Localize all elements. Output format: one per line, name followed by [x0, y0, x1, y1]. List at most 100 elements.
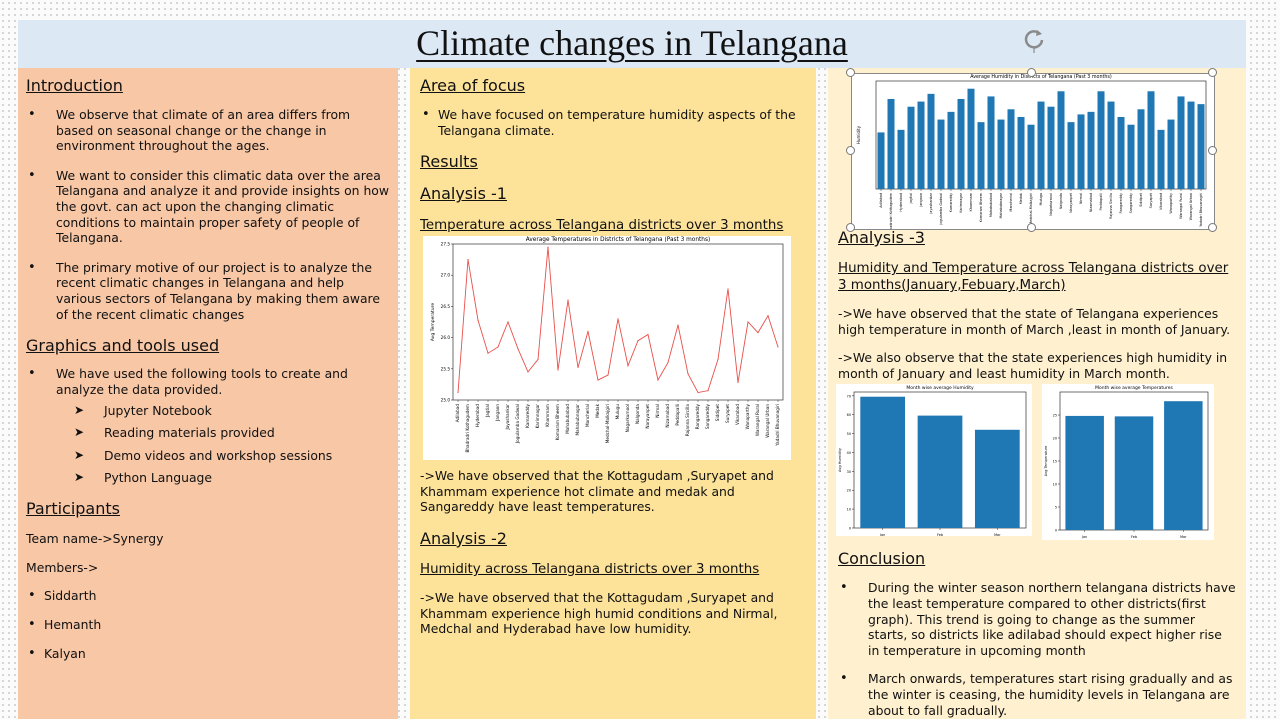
- y-tick-label: 60: [847, 413, 851, 417]
- humidity-chart-box[interactable]: Average Humidity in Districts of Telanga…: [851, 73, 1215, 232]
- bar: [967, 88, 975, 189]
- poster-title[interactable]: Climate changes in Telangana: [416, 23, 848, 63]
- x-tick-label: Yadadri Bhuvanagiri: [775, 404, 780, 447]
- bar: [1147, 91, 1155, 189]
- x-tick-label: Khammam: [545, 404, 550, 427]
- x-tick-label: Jagtial: [485, 404, 490, 418]
- x-tick-label: Vikarabad: [735, 404, 740, 425]
- x-tick-label: Mulugu: [615, 404, 620, 420]
- y-tick-label: 0: [849, 527, 851, 531]
- x-tick-label: Hyderabad: [475, 404, 480, 427]
- y-tick-label: 25.0: [441, 398, 451, 403]
- analysis2-text: ->We have observed that the Kottagudam ,…: [420, 589, 778, 637]
- x-tick-label: Suryapet: [1149, 192, 1153, 208]
- intro-bullet: We observe that climate of an area diffe…: [26, 107, 390, 154]
- x-tick-label: Bhadradri Kothagudem: [465, 404, 470, 453]
- y-tick-label: 26.5: [441, 304, 451, 309]
- x-tick-label: Nagarkurnool: [625, 404, 630, 432]
- intro-bullet: We want to consider this climatic data o…: [26, 168, 390, 246]
- data-point: [537, 358, 539, 361]
- bar: [1107, 101, 1115, 189]
- tools-list: We have used the following tools to crea…: [26, 366, 390, 397]
- x-tick-label: Jayashankar: [505, 404, 510, 431]
- x-tick-label: Wanaparthy: [1169, 193, 1173, 214]
- y-tick-label: 20: [1053, 437, 1057, 441]
- data-point: [467, 259, 469, 261]
- bar: [927, 93, 935, 189]
- y-tick-label: 25.5: [441, 366, 451, 371]
- x-tick-label: Karimnagar: [535, 404, 540, 429]
- temperature-chart-box[interactable]: Average Temperatures in Districts of Tel…: [423, 236, 791, 460]
- x-tick-label: Suryapet: [725, 404, 730, 423]
- tool-item: Jupyter Notebook: [26, 403, 390, 419]
- resize-handle[interactable]: [1208, 146, 1217, 155]
- resize-handle[interactable]: [1027, 68, 1036, 77]
- member-item: Kalyan: [26, 646, 390, 662]
- bar: [1047, 106, 1055, 189]
- analysis3-heading: Analysis -3: [838, 228, 925, 247]
- data-point: [697, 391, 699, 394]
- x-tick-label: Jan: [879, 533, 885, 536]
- bar: [1097, 91, 1105, 189]
- data-point: [687, 373, 689, 375]
- team-name: Team name->Synergy: [26, 531, 164, 547]
- data-point: [717, 358, 719, 361]
- data-point: [777, 346, 779, 348]
- y-axis-label: Avg Temperature: [430, 303, 436, 342]
- resize-handle[interactable]: [1208, 68, 1217, 77]
- bar: [887, 99, 895, 189]
- resize-handle[interactable]: [1208, 223, 1217, 232]
- month-temperature-chart-box[interactable]: Month wise average Temperatures Avg Tempe…: [1042, 384, 1214, 540]
- resize-handle[interactable]: [846, 146, 855, 155]
- tool-item-label: Reading materials provided: [104, 425, 275, 441]
- members-list: Siddarth Hemanth Kalyan: [26, 588, 390, 661]
- rotate-handle-icon[interactable]: [1020, 25, 1048, 53]
- analysis1-heading: Analysis -1: [420, 184, 507, 204]
- data-point: [597, 379, 599, 381]
- y-tick-label: 25: [1053, 414, 1057, 418]
- analysis1-text: ->We have observed that the Kottagudam ,…: [420, 468, 774, 515]
- analysis3-subheading: Humidity and Temperature across Telangan…: [838, 261, 1229, 293]
- x-tick-label: Nalgonda: [635, 404, 640, 424]
- data-point: [677, 324, 679, 326]
- x-tick-label: Feb: [937, 533, 943, 536]
- x-tick-label: Rajanna Sircilla: [1109, 193, 1113, 219]
- x-tick-label: Nirmal: [1079, 193, 1083, 204]
- month-humidity-chart-box[interactable]: Month wise average Humidity Avg Humidity 0…: [836, 384, 1032, 537]
- y-axis-label: Humidity: [856, 125, 861, 144]
- x-tick-label: Sangareddy: [1129, 193, 1133, 213]
- tool-item: Demo videos and workshop sessions: [26, 448, 390, 464]
- tools-lead: We have used the following tools to crea…: [26, 366, 390, 397]
- y-axis-label: Avg Humidity: [838, 447, 842, 472]
- chart-title: Month wise average Humidity: [906, 385, 974, 391]
- resize-handle[interactable]: [846, 68, 855, 77]
- x-tick-label: Adilabad: [879, 193, 883, 208]
- data-point: [637, 340, 639, 342]
- x-tick-label: Jayashankar: [929, 192, 933, 214]
- data-point: [527, 371, 529, 373]
- x-tick-label: Komaram Bheem: [555, 404, 560, 440]
- bar: [917, 101, 925, 189]
- data-point: [627, 365, 629, 367]
- x-tick-label: Medchal-Malkajgiri: [1029, 193, 1033, 225]
- x-tick-label: Nalgonda: [1059, 193, 1063, 209]
- intro-heading: Introduction: [26, 76, 123, 95]
- results-heading: Results: [420, 152, 478, 172]
- data-point: [547, 246, 549, 248]
- bar: [1037, 101, 1045, 189]
- tool-item-label: Demo videos and workshop sessions: [104, 447, 333, 463]
- x-tick-label: Jogulamba Gadwal: [939, 193, 943, 226]
- tool-item: Reading materials provided: [26, 425, 390, 441]
- y-axis-label: Avg Temperature: [1044, 445, 1048, 476]
- data-point: [507, 321, 509, 323]
- bar: [860, 396, 906, 528]
- resize-handle[interactable]: [1027, 223, 1036, 232]
- x-tick-label: Vikarabad: [1159, 193, 1163, 210]
- resize-handle[interactable]: [846, 223, 855, 232]
- bar: [937, 119, 945, 189]
- bar: [1057, 91, 1065, 189]
- x-tick-label: Hyderabad: [899, 193, 903, 212]
- x-tick-label: Jagtial: [909, 193, 913, 205]
- bar: [1164, 401, 1203, 530]
- x-tick-label: Warangal Rural: [755, 404, 760, 436]
